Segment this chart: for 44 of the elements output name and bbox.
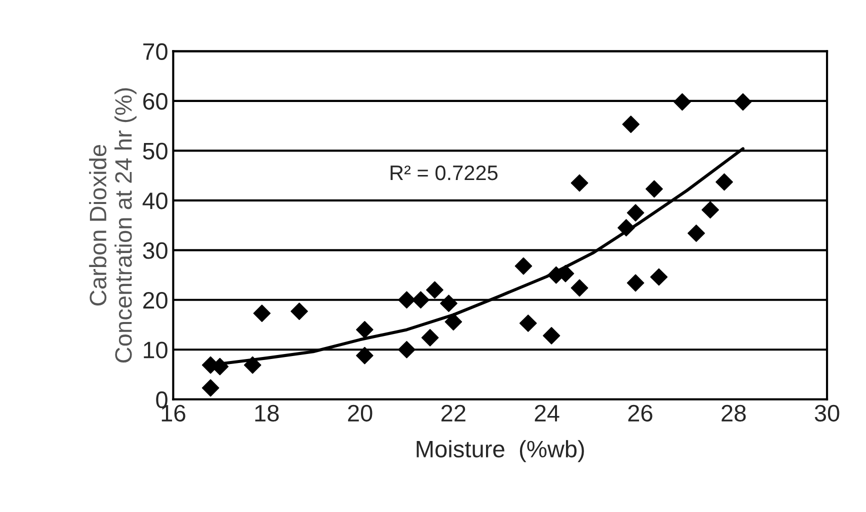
x-tick-label: 18 (255, 404, 279, 422)
point (412, 291, 430, 309)
point (674, 93, 691, 111)
point (356, 321, 374, 338)
point (440, 294, 458, 312)
point (570, 279, 588, 297)
x-tick-label: 20 (348, 404, 372, 422)
point (290, 302, 308, 320)
x-tick-label: 28 (722, 404, 746, 422)
x-axis-title: Moisture (%wb) (416, 440, 584, 462)
point (734, 93, 752, 111)
point (426, 281, 444, 299)
point (444, 313, 462, 330)
y-tick-label: 50 (143, 142, 168, 160)
point (421, 329, 439, 346)
point (626, 274, 644, 292)
x-tick-label: 26 (628, 404, 652, 422)
y-tick-label: 70 (143, 43, 168, 60)
annotation: R² = 0.7225 (390, 165, 498, 180)
point (626, 204, 644, 222)
point (519, 314, 537, 332)
y-axis-title: Carbon Dioxide Concentration at 24 hr (%) (89, 88, 137, 363)
y-tick-label: 30 (142, 242, 168, 259)
x-tick-label: 24 (534, 404, 560, 422)
x-tick-label: 30 (814, 404, 840, 422)
point (253, 304, 271, 322)
x-tick-label: 22 (441, 404, 466, 422)
point (356, 346, 374, 364)
point (398, 340, 416, 358)
point (542, 327, 560, 344)
point (716, 173, 733, 191)
point (398, 291, 416, 309)
point (570, 174, 588, 192)
point (622, 116, 640, 133)
point (646, 180, 663, 198)
y-tick-label: 20 (143, 292, 168, 309)
point (702, 201, 719, 219)
point (514, 257, 532, 275)
y-tick-label: 40 (142, 192, 168, 210)
point (202, 379, 220, 397)
y-tick-label: 60 (143, 93, 168, 110)
point (650, 268, 668, 286)
y-tick-label: 10 (144, 342, 168, 358)
point (688, 224, 705, 242)
